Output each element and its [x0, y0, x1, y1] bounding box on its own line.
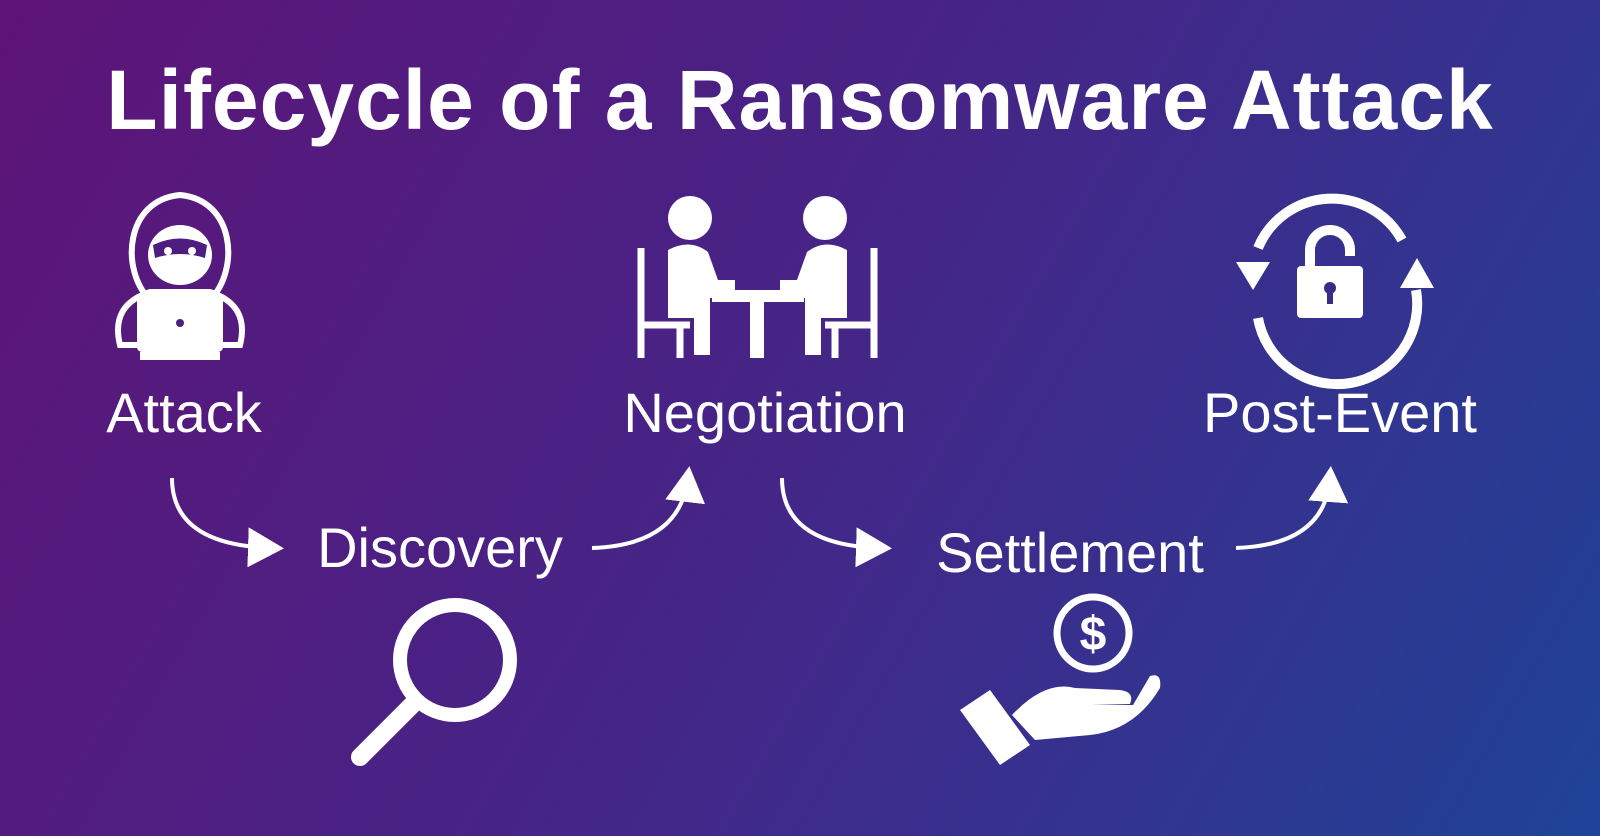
- svg-text:$: $: [1080, 608, 1107, 661]
- hacker-laptop-icon: [115, 191, 245, 360]
- stage-label-attack: Attack: [106, 381, 262, 444]
- unlock-cycle-icon: [1236, 193, 1434, 390]
- stage-label-post-event: Post-Event: [1203, 381, 1477, 444]
- page-title: Lifecycle of a Ransomware Attack: [106, 53, 1494, 147]
- arrow-discovery-to-negotiation: [591, 466, 705, 550]
- magnifying-glass-icon: [351, 598, 517, 766]
- arrow-attack-to-discovery: [170, 477, 284, 568]
- flow-arrows: [170, 466, 1349, 568]
- stage-label-settlement: Settlement: [936, 521, 1204, 584]
- stage-label-negotiation: Negotiation: [623, 381, 907, 444]
- arrow-settlement-to-post-event: [1235, 466, 1349, 550]
- hand-coin-icon: $: [960, 593, 1161, 765]
- arrow-negotiation-to-settlement: [780, 477, 892, 568]
- stage-label-discovery: Discovery: [317, 516, 563, 579]
- meeting-table-icon: [637, 196, 878, 358]
